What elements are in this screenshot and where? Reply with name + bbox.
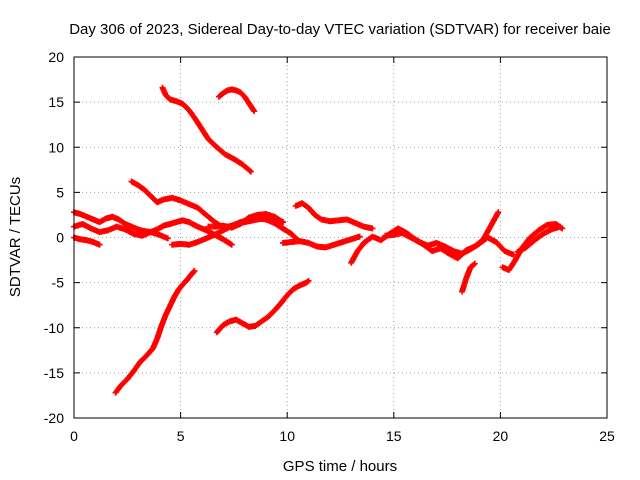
y-tick-label: -15	[44, 365, 64, 381]
y-tick-labels: -20 -15 -10 -5 0 5 10 15 20	[44, 49, 64, 426]
y-axis-label: SDTVAR / TECUs	[7, 177, 24, 297]
series-arc9	[279, 233, 363, 251]
data-point	[470, 261, 477, 268]
y-tick-label: 5	[56, 184, 64, 200]
data-point	[369, 225, 376, 232]
data-point	[305, 277, 312, 284]
data-point	[247, 168, 254, 175]
axis-ticks	[73, 56, 608, 419]
data-point	[251, 108, 258, 115]
data-point	[471, 260, 478, 267]
x-tick-labels: 0 5 10 15 20 25	[70, 428, 615, 444]
y-tick-label: 15	[48, 94, 64, 110]
x-tick-label: 5	[177, 428, 185, 444]
data-point	[279, 219, 286, 226]
series-arc15	[514, 223, 564, 255]
y-tick-label: 10	[48, 139, 64, 155]
data-point	[228, 241, 235, 248]
grid	[74, 57, 607, 418]
y-tick-label: -10	[44, 320, 64, 336]
data-point	[304, 278, 311, 285]
series-arc12	[382, 229, 517, 258]
series-arc6	[71, 234, 103, 248]
series-arc5	[71, 220, 171, 242]
y-tick-label: 20	[48, 49, 64, 65]
data-point	[164, 235, 171, 242]
data-point	[557, 223, 564, 230]
series-arc2	[215, 86, 258, 115]
data-point	[495, 209, 502, 216]
data-point	[191, 267, 198, 274]
data-point	[96, 241, 103, 248]
y-tick-label: -5	[52, 275, 65, 291]
x-tick-label: 10	[279, 428, 295, 444]
series-arc13	[459, 260, 478, 295]
series-arc17	[213, 277, 312, 336]
series-arc1	[159, 84, 254, 175]
series-arc10	[292, 200, 376, 232]
x-axis-label: GPS time / hours	[283, 458, 397, 475]
x-tick-label: 0	[70, 428, 78, 444]
series-arc16	[112, 267, 198, 396]
x-tick-label: 25	[599, 428, 615, 444]
y-tick-label: -20	[44, 410, 64, 426]
data-points	[71, 84, 566, 396]
y-tick-label: 0	[56, 230, 64, 246]
plot-frame	[73, 56, 608, 419]
data-point	[356, 233, 363, 240]
x-tick-label: 20	[493, 428, 509, 444]
x-tick-label: 15	[386, 428, 402, 444]
chart-title: Day 306 of 2023, Sidereal Day-to-day VTE…	[69, 21, 611, 38]
series-arc8	[205, 211, 286, 231]
